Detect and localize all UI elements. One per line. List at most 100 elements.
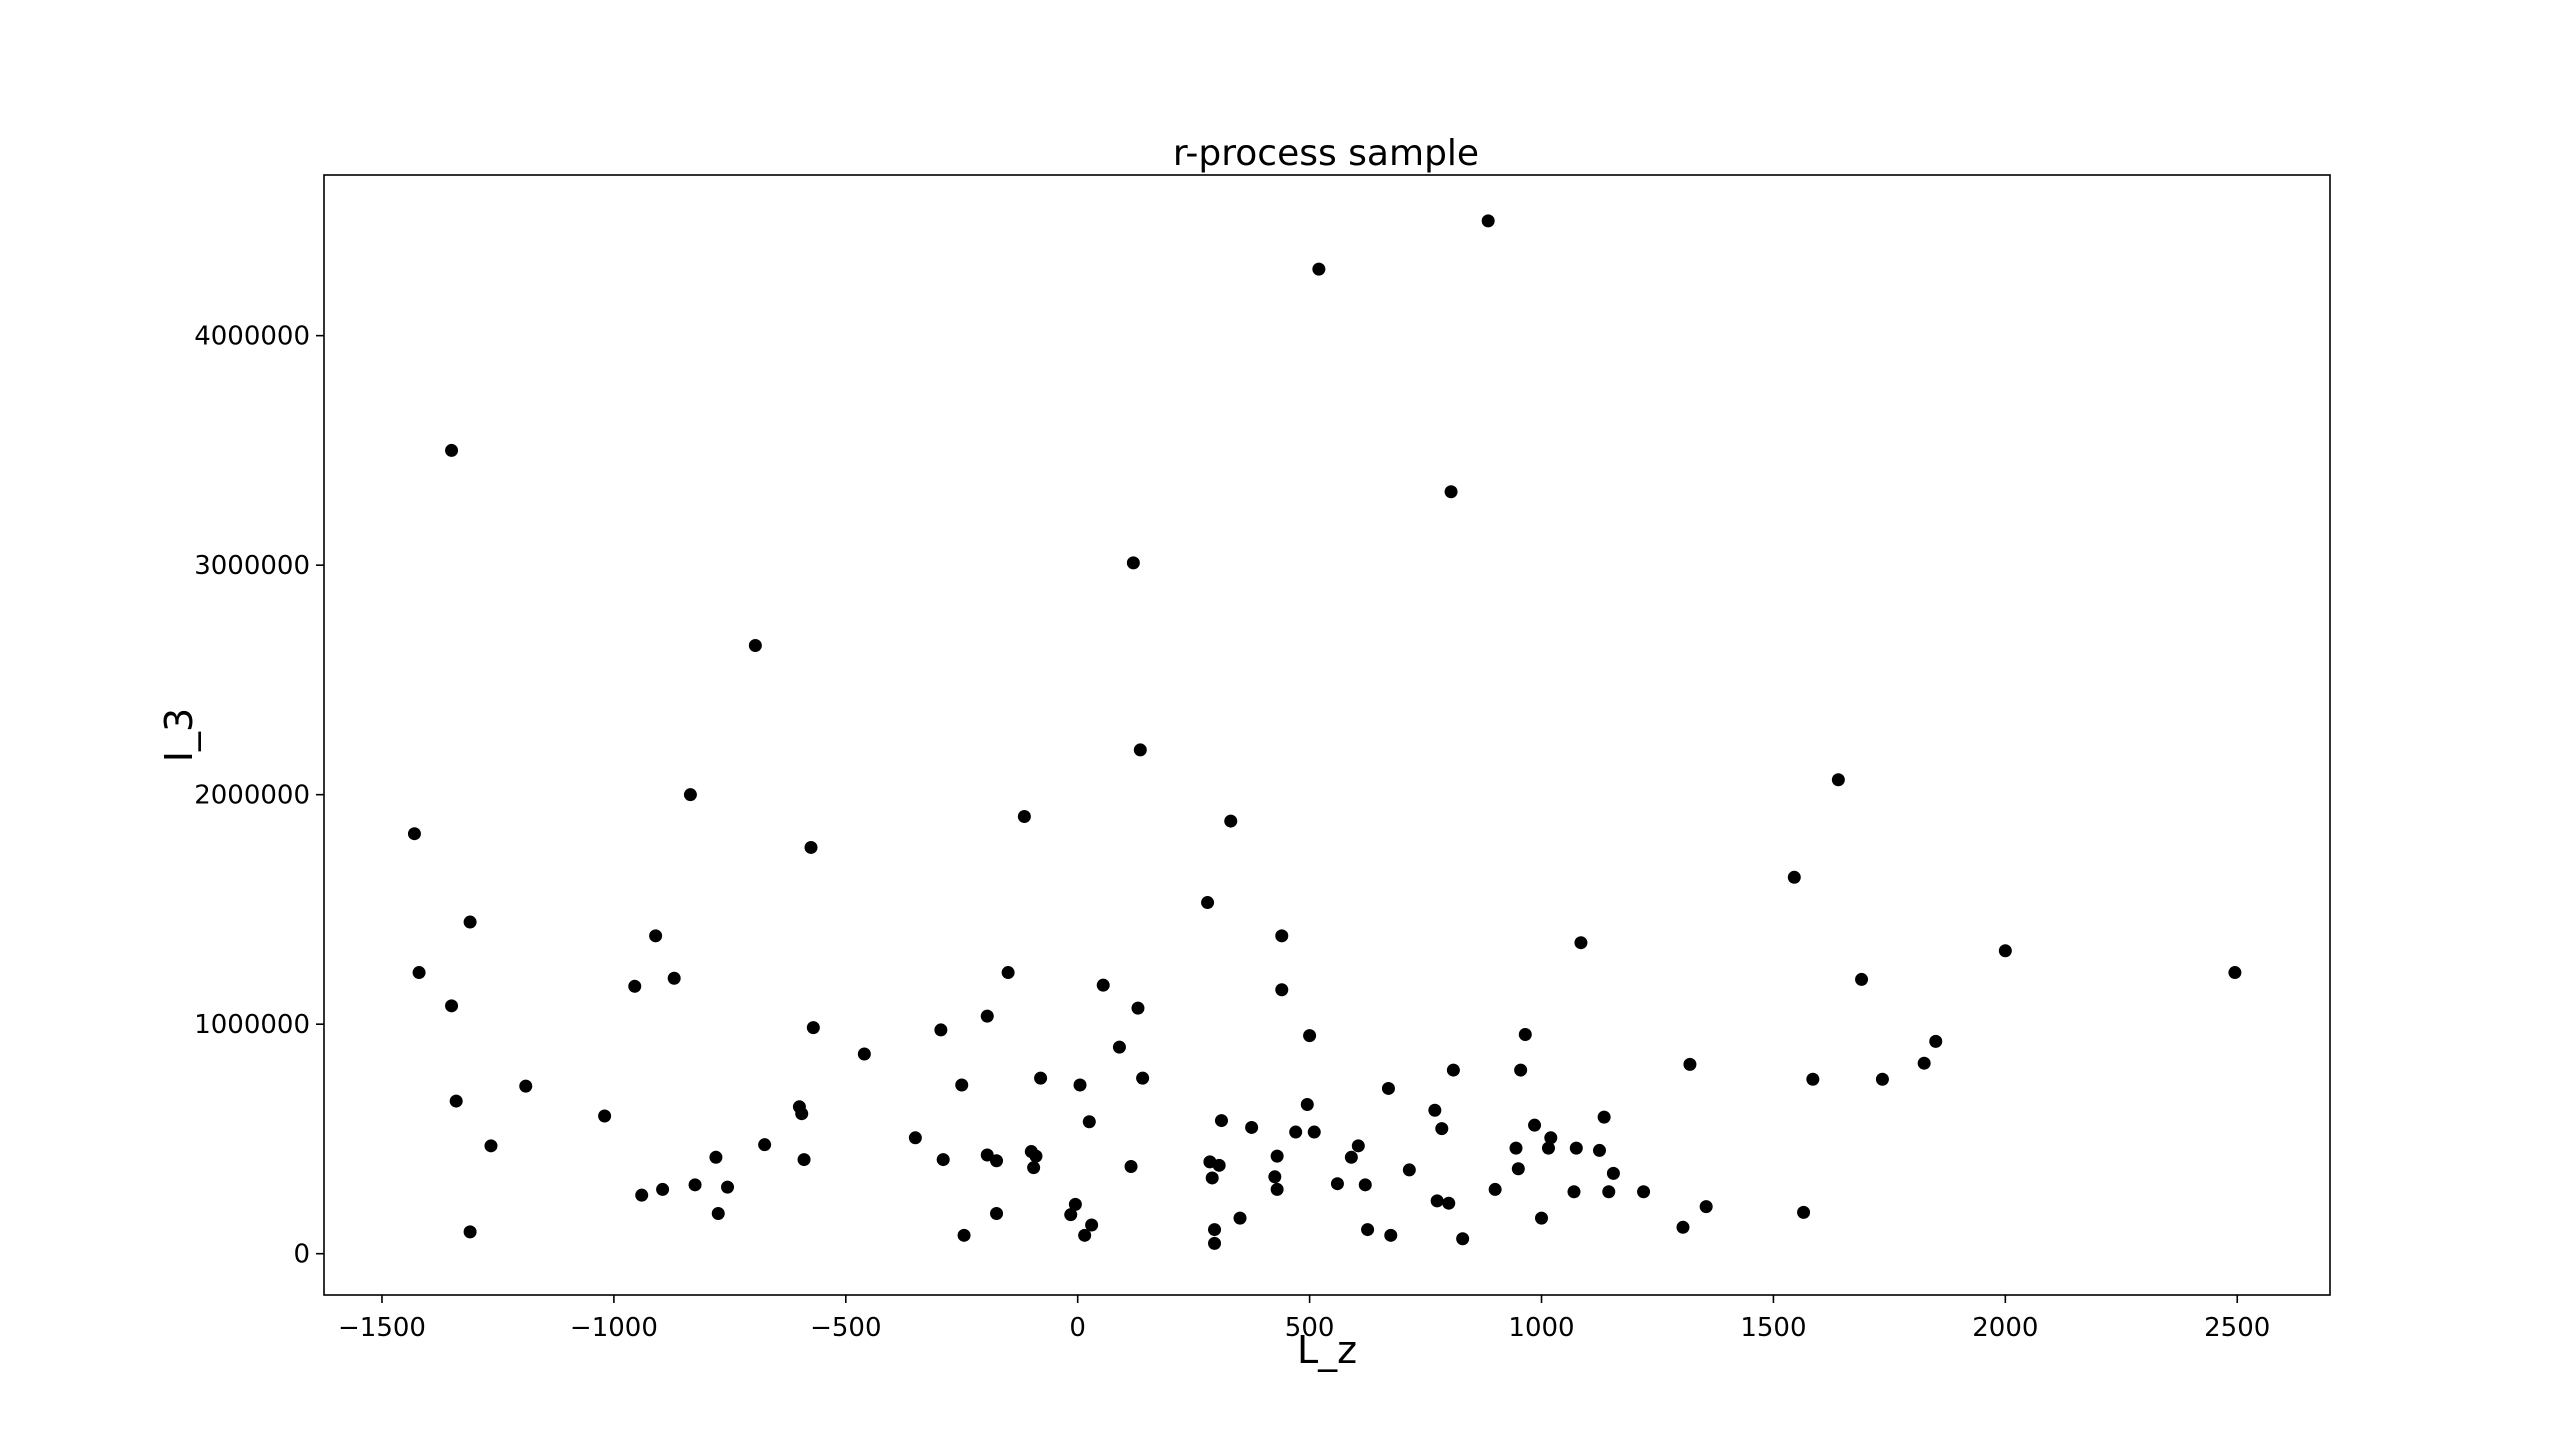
data-point <box>519 1079 533 1093</box>
data-point <box>1312 262 1326 276</box>
data-point <box>1544 1131 1558 1145</box>
data-point <box>1073 1078 1087 1092</box>
data-point <box>1361 1223 1375 1237</box>
data-point <box>1358 1178 1372 1192</box>
data-point <box>1289 1125 1303 1139</box>
data-point <box>1574 936 1588 950</box>
data-point <box>795 1107 809 1121</box>
data-point <box>1446 1063 1460 1077</box>
data-point <box>1001 966 1015 980</box>
data-point <box>1245 1120 1259 1134</box>
data-point <box>1509 1141 1523 1155</box>
data-point <box>1064 1208 1078 1222</box>
data-point <box>1034 1071 1048 1085</box>
y-tick-label: 2000000 <box>194 781 310 811</box>
data-point <box>1381 1081 1395 1095</box>
data-point <box>1096 978 1110 992</box>
data-point <box>1330 1177 1344 1191</box>
data-point <box>1831 773 1845 787</box>
data-point <box>449 1094 463 1108</box>
data-point <box>1212 1158 1226 1172</box>
x-tick-label: 1500 <box>1740 1313 1806 1343</box>
data-point <box>1351 1139 1365 1153</box>
data-point <box>1541 1141 1555 1155</box>
data-point <box>1929 1034 1943 1048</box>
data-point <box>1797 1205 1811 1219</box>
data-point <box>758 1138 772 1152</box>
data-point <box>797 1153 811 1167</box>
data-point <box>1027 1161 1041 1175</box>
data-point <box>1208 1236 1222 1250</box>
data-point <box>1270 1182 1284 1196</box>
data-points <box>407 214 2242 1250</box>
data-point <box>1233 1211 1247 1225</box>
data-point <box>1124 1159 1138 1173</box>
data-point <box>1205 1171 1219 1185</box>
data-point <box>1133 743 1147 757</box>
data-point <box>1068 1197 1082 1211</box>
data-point <box>1201 896 1215 910</box>
data-point <box>1300 1098 1314 1112</box>
data-point <box>1268 1170 1282 1184</box>
data-point <box>1456 1232 1470 1246</box>
data-point <box>1514 1063 1528 1077</box>
data-point <box>1998 944 2012 958</box>
data-point <box>1855 972 1869 986</box>
data-point <box>1535 1211 1549 1225</box>
data-point <box>990 1154 1004 1168</box>
data-point <box>1699 1200 1713 1214</box>
data-point <box>1085 1218 1099 1232</box>
data-point <box>407 827 421 841</box>
data-point <box>683 788 697 802</box>
data-point <box>955 1078 969 1092</box>
x-axis-label: L_z <box>1297 1328 1357 1372</box>
data-point <box>1082 1115 1096 1129</box>
data-point <box>1528 1118 1542 1132</box>
data-point <box>2228 966 2242 980</box>
y-axis-label: I_3 <box>157 708 201 762</box>
data-point <box>1592 1143 1606 1157</box>
data-point <box>1307 1125 1321 1139</box>
x-tick-label: −500 <box>810 1313 881 1343</box>
data-point <box>1597 1110 1611 1124</box>
data-point <box>1806 1072 1820 1086</box>
x-tick-label: 0 <box>1069 1313 1086 1343</box>
data-point <box>1875 1072 1889 1086</box>
data-point <box>445 443 459 457</box>
data-point <box>1787 870 1801 884</box>
data-point <box>1606 1166 1620 1180</box>
data-point <box>445 999 459 1013</box>
data-point <box>990 1207 1004 1221</box>
data-point <box>649 929 663 943</box>
data-point <box>1511 1162 1525 1176</box>
data-point <box>1344 1150 1358 1164</box>
x-axis-ticks: −1500 −1000 −500 0 500 1000 1500 2000 2500 <box>338 1295 2270 1343</box>
data-point <box>1428 1103 1442 1117</box>
data-point <box>1676 1220 1690 1234</box>
data-point <box>908 1131 922 1145</box>
y-tick-label: 0 <box>293 1240 310 1270</box>
data-point <box>1637 1185 1651 1199</box>
data-point <box>934 1023 948 1037</box>
data-point <box>1136 1071 1150 1085</box>
data-point <box>857 1047 871 1061</box>
data-point <box>1442 1196 1456 1210</box>
data-point <box>1224 814 1238 828</box>
data-point <box>748 638 762 652</box>
data-point <box>1126 556 1140 570</box>
y-axis-ticks: 0 1000000 2000000 3000000 4000000 <box>194 322 324 1270</box>
data-point <box>1518 1028 1532 1042</box>
y-tick-label: 4000000 <box>194 322 310 352</box>
data-point <box>635 1188 649 1202</box>
data-point <box>721 1180 735 1194</box>
data-point <box>957 1228 971 1242</box>
data-point <box>463 1225 477 1239</box>
data-point <box>1481 214 1495 228</box>
data-point <box>1402 1163 1416 1177</box>
data-point <box>936 1153 950 1167</box>
x-tick-label: −1000 <box>570 1313 658 1343</box>
data-point <box>1112 1040 1126 1054</box>
x-tick-label: 1000 <box>1508 1313 1574 1343</box>
data-point <box>1430 1194 1444 1208</box>
